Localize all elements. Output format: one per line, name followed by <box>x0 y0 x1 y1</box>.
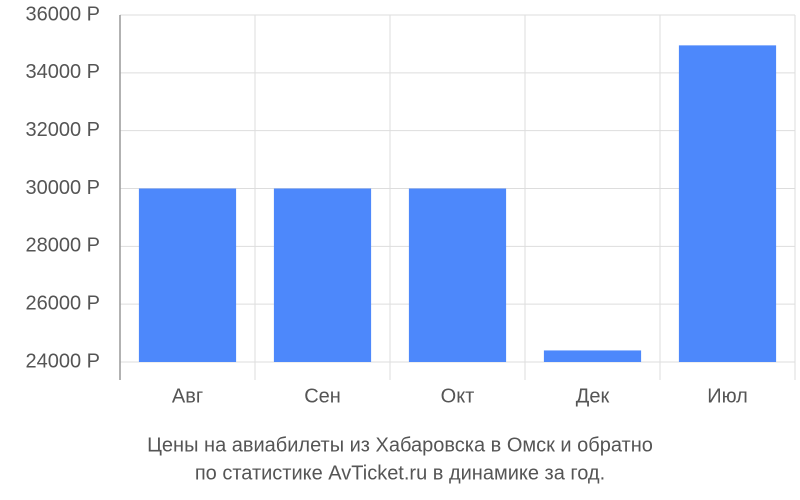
x-tick-label: Дек <box>576 385 610 407</box>
chart-title: Цены на авиабилеты из Хабаровска в Омск … <box>147 434 653 456</box>
y-tick-label: 28000 Р <box>25 235 100 257</box>
x-tick-label: Окт <box>441 385 475 407</box>
bar <box>408 188 507 362</box>
x-tick-label: Июл <box>707 385 748 407</box>
y-tick-label: 34000 Р <box>25 61 100 83</box>
x-tick-label: Сен <box>304 385 341 407</box>
x-tick-label: Авг <box>172 385 203 407</box>
bar <box>273 188 372 362</box>
bar <box>138 188 237 362</box>
y-tick-label: 24000 Р <box>25 350 100 372</box>
y-tick-label: 26000 Р <box>25 292 100 314</box>
bar <box>678 45 777 363</box>
y-tick-label: 32000 Р <box>25 119 100 141</box>
y-tick-label: 36000 Р <box>25 3 100 25</box>
y-tick-label: 30000 Р <box>25 177 100 199</box>
chart-title: по статистике AvTicket.ru в динамике за … <box>195 462 605 484</box>
bar <box>543 350 642 362</box>
